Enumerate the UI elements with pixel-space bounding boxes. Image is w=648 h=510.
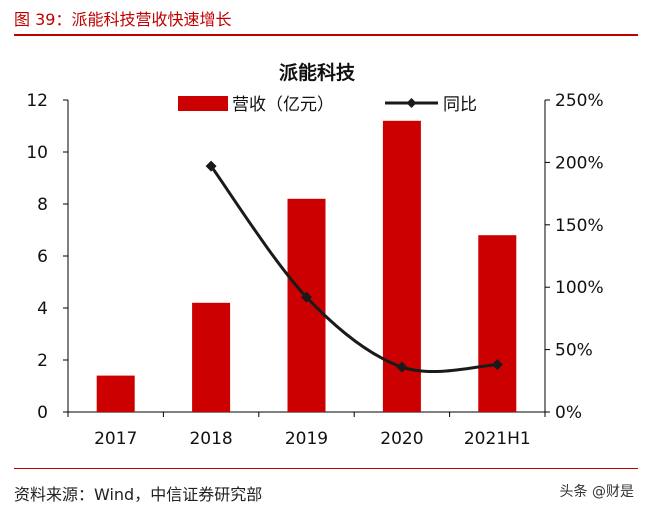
figure-title: 图 39：派能科技营收快速增长 [14,10,232,29]
watermark: 头条 @财是 [559,484,634,500]
y-left-tick-label: 2 [37,351,48,371]
bar [96,375,135,412]
bar-series [96,120,517,413]
y-right-tick-label: 250% [555,91,604,111]
y-right-tick-label: 100% [555,278,604,298]
x-tick-label: 2018 [189,429,232,449]
yoy-line [209,165,498,374]
y-left-tick-label: 6 [37,247,48,267]
y-right-tick-label: 0% [555,403,582,423]
x-tick-label: 2017 [94,429,137,449]
y-left-tick-label: 10 [26,143,48,163]
x-tick-label: 2021H1 [464,429,531,449]
y-left-tick-label: 0 [37,403,48,423]
title-divider [14,34,638,36]
source-note: 资料来源：Wind，中信证券研究部 [14,485,263,504]
legend-label-yoy: 同比 [443,95,477,115]
bar [287,198,326,412]
x-tick-label: 2020 [380,429,423,449]
yoy-point [205,160,217,172]
chart-title: 派能科技 [279,61,356,84]
footer-divider [14,468,638,469]
legend-label-revenue: 营收（亿元） [232,95,334,115]
y-left-tick-label: 12 [26,91,48,111]
chart-legend: 营收（亿元） 同比 [178,95,477,115]
line-series [205,160,503,374]
legend-swatch-revenue [178,96,228,111]
yoy-point [301,291,312,303]
yoy-point [396,361,408,373]
y-right-tick-label: 50% [555,341,593,361]
y-left-tick-label: 8 [37,195,48,215]
x-tick-label: 2019 [285,429,328,449]
bar [192,302,231,412]
chart-canvas: 派能科技 营收（亿元） 同比 0 2 4 6 8 10 12 0% 50% 100% 150% 200… [26,61,603,449]
legend-marker-yoy [406,98,417,108]
y-left-tick-label: 4 [37,299,48,319]
axes: 0 2 4 6 8 10 12 0% 50% 100% 150% 200% 250% 2017 2018 20… [26,91,603,449]
yoy-point [491,359,503,371]
bar [478,235,517,412]
y-right-tick-label: 200% [555,153,604,173]
y-right-tick-label: 150% [555,216,604,236]
